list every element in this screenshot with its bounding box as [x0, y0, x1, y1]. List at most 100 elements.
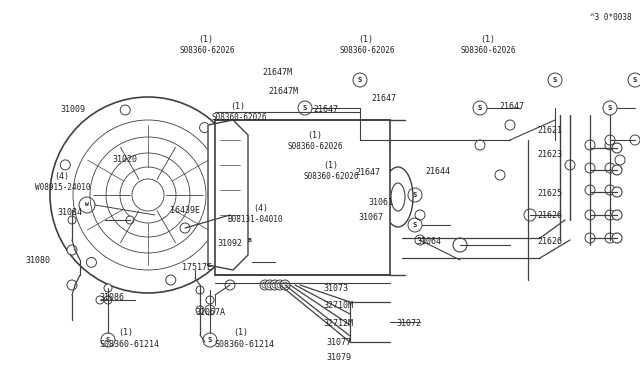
Text: S08360-61214: S08360-61214 [99, 340, 159, 349]
Text: 21625: 21625 [538, 189, 563, 198]
Text: 21621: 21621 [538, 126, 563, 135]
Text: S08360-62026: S08360-62026 [179, 46, 235, 55]
Circle shape [585, 163, 595, 173]
Text: (1): (1) [480, 35, 495, 44]
Text: S: S [478, 105, 482, 111]
Text: S: S [413, 192, 417, 198]
Circle shape [260, 280, 270, 290]
Text: S08360-62026: S08360-62026 [339, 46, 395, 55]
Text: ^3 0*0038: ^3 0*0038 [590, 13, 632, 22]
Circle shape [200, 123, 209, 132]
Circle shape [605, 185, 615, 195]
Text: 31079: 31079 [326, 353, 351, 362]
Text: S08360-62026: S08360-62026 [211, 113, 267, 122]
Text: 21647: 21647 [355, 169, 380, 177]
Text: (1): (1) [307, 131, 322, 140]
Circle shape [585, 210, 595, 220]
Text: 21626: 21626 [538, 211, 563, 220]
Text: 21623: 21623 [538, 150, 563, 159]
Bar [215, 120, 390, 275]
Circle shape [585, 233, 595, 243]
Circle shape [605, 135, 615, 145]
Text: 31073: 31073 [323, 284, 348, 293]
Text: (1): (1) [234, 328, 248, 337]
Text: (4): (4) [253, 204, 268, 213]
Circle shape [280, 280, 290, 290]
Text: 32710M: 32710M [323, 301, 353, 310]
Text: S: S [358, 77, 362, 83]
Circle shape [612, 187, 622, 197]
Circle shape [126, 216, 134, 224]
Text: 31092: 31092 [218, 239, 243, 248]
Text: 31072: 31072 [397, 319, 422, 328]
Circle shape [612, 233, 622, 243]
Circle shape [275, 280, 285, 290]
Text: 21647: 21647 [499, 102, 524, 110]
Text: W08915-24010: W08915-24010 [35, 183, 91, 192]
Text: S: S [303, 105, 307, 111]
Text: 21644: 21644 [426, 167, 451, 176]
Circle shape [120, 105, 130, 115]
Text: 16439E: 16439E [170, 206, 200, 215]
Circle shape [166, 275, 176, 285]
Text: S: S [106, 337, 110, 343]
Circle shape [206, 296, 214, 304]
Circle shape [585, 185, 595, 195]
Text: S: S [553, 77, 557, 83]
Circle shape [605, 233, 615, 243]
Circle shape [205, 305, 215, 315]
Circle shape [585, 140, 595, 150]
Circle shape [67, 280, 77, 290]
Text: 32712M: 32712M [323, 319, 353, 328]
Circle shape [104, 296, 112, 304]
Text: (1): (1) [358, 35, 373, 44]
Text: 31086: 31086 [99, 293, 124, 302]
Circle shape [67, 245, 77, 255]
Text: (1): (1) [198, 35, 213, 44]
Polygon shape [208, 120, 248, 270]
Circle shape [104, 284, 112, 292]
Text: 21647M: 21647M [269, 87, 299, 96]
Text: 31067: 31067 [358, 213, 383, 222]
Circle shape [612, 165, 622, 175]
Circle shape [605, 210, 615, 220]
Text: 31080: 31080 [26, 256, 51, 265]
Circle shape [612, 210, 622, 220]
Circle shape [380, 140, 390, 150]
Circle shape [612, 143, 622, 153]
Text: 31067A: 31067A [195, 308, 225, 317]
Circle shape [524, 209, 536, 221]
Text: (4): (4) [54, 172, 69, 181]
Circle shape [453, 238, 467, 252]
Circle shape [475, 140, 485, 150]
Circle shape [60, 160, 70, 170]
Text: S: S [413, 222, 417, 228]
Circle shape [565, 160, 575, 170]
Text: S: S [633, 77, 637, 83]
Text: 31084: 31084 [58, 208, 83, 217]
Text: B: B [248, 237, 252, 243]
Circle shape [265, 280, 275, 290]
Circle shape [270, 280, 280, 290]
Text: (1): (1) [118, 328, 133, 337]
Circle shape [630, 135, 640, 145]
Text: 31077: 31077 [326, 338, 351, 347]
Circle shape [605, 163, 615, 173]
Text: 21647: 21647 [371, 94, 396, 103]
Text: S: S [608, 105, 612, 111]
Circle shape [505, 120, 515, 130]
Text: 31020: 31020 [112, 155, 137, 164]
Text: 21647: 21647 [314, 105, 339, 114]
Circle shape [50, 97, 246, 293]
Text: 31009: 31009 [61, 105, 86, 114]
Text: 31061: 31061 [368, 198, 393, 207]
Text: S08360-61214: S08360-61214 [214, 340, 275, 349]
Circle shape [415, 210, 425, 220]
Text: (1): (1) [230, 102, 245, 110]
Text: S: S [208, 337, 212, 343]
Text: 31064: 31064 [416, 237, 441, 246]
Circle shape [225, 280, 235, 290]
Text: S08360-62026: S08360-62026 [304, 172, 360, 181]
Circle shape [495, 170, 505, 180]
Circle shape [615, 155, 625, 165]
